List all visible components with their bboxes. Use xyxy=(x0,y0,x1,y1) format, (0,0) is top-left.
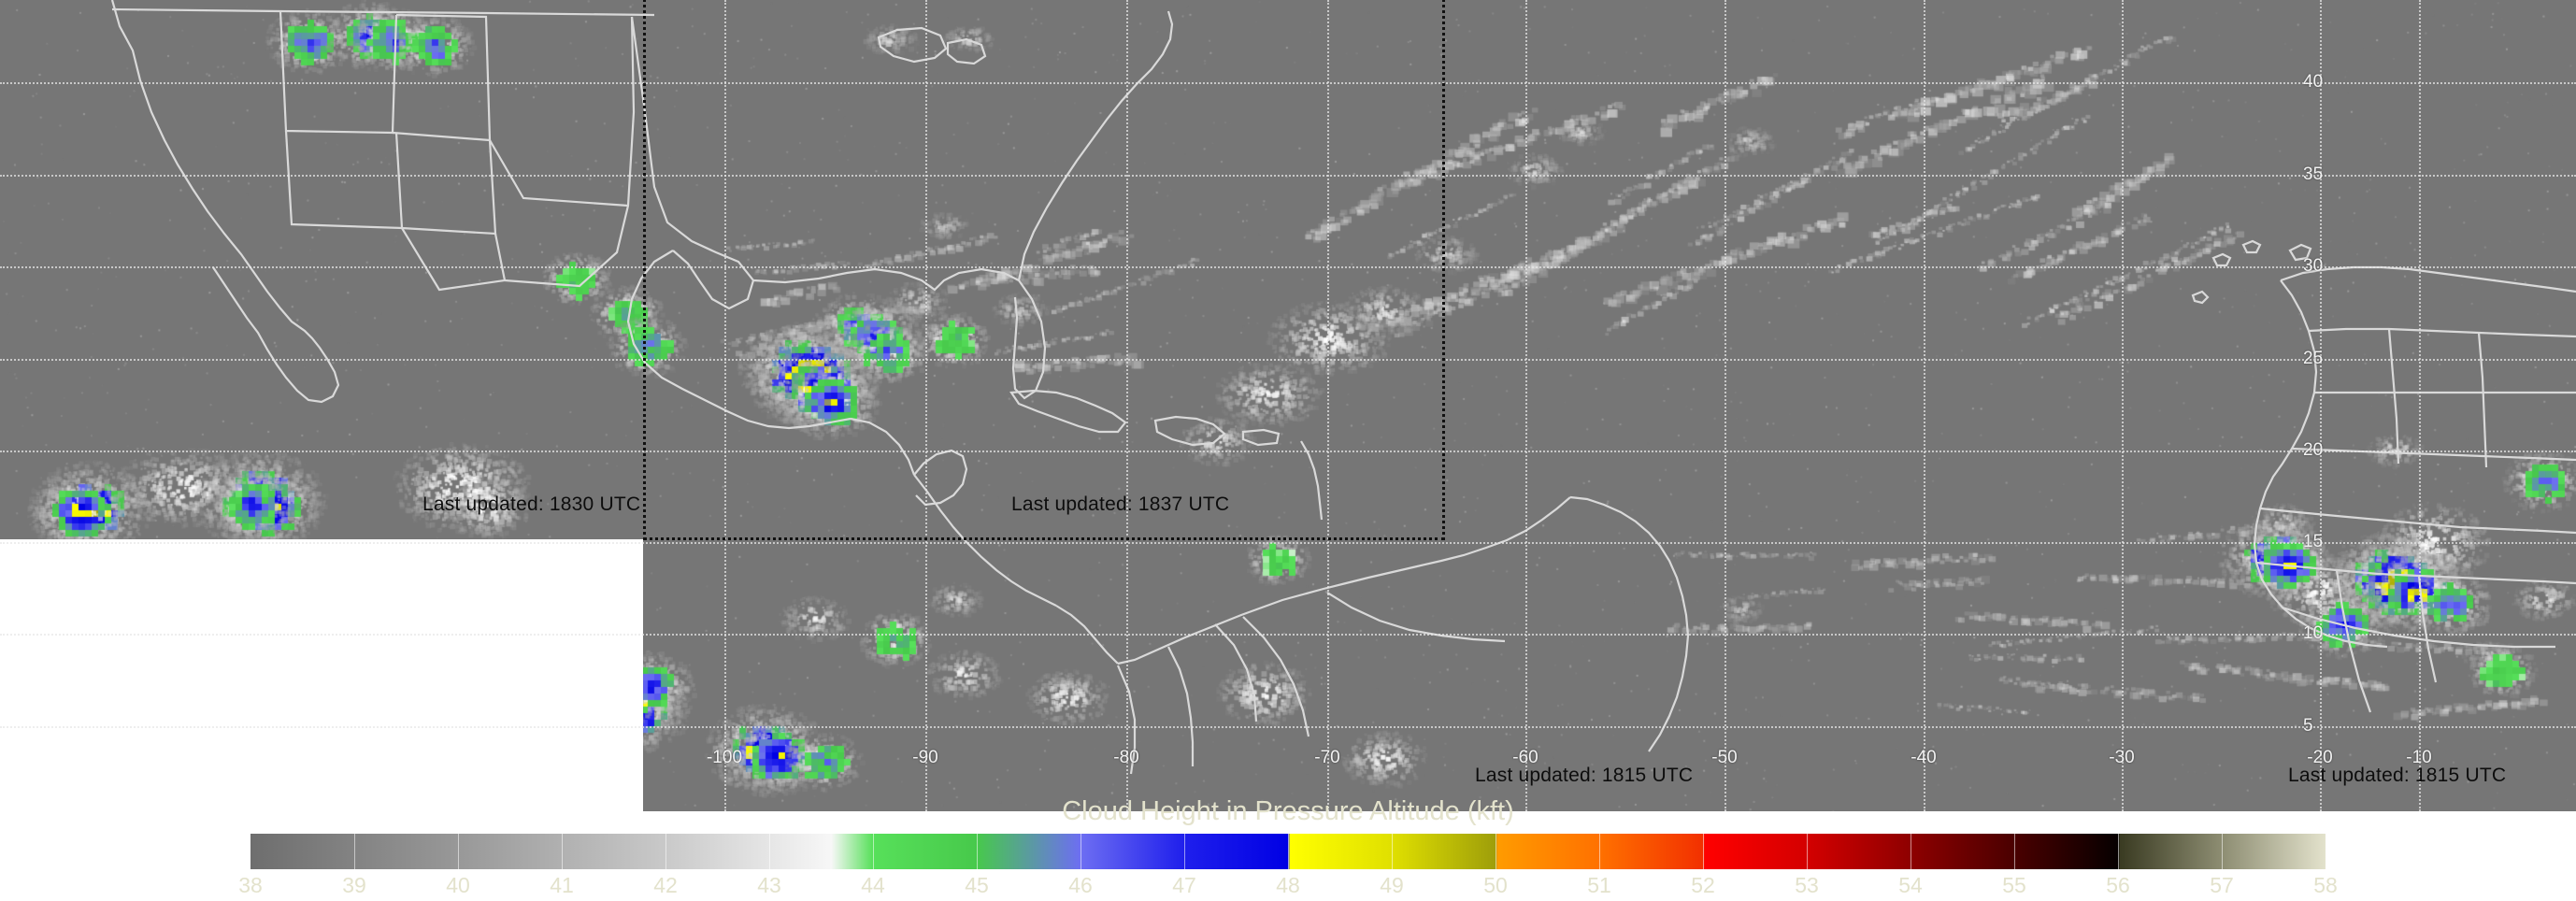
colorbar-tick-label: 45 xyxy=(965,873,989,897)
latitude-label: 30 xyxy=(2303,256,2324,276)
colorbar-tick xyxy=(1288,834,1289,869)
colorbar-tick-label: 39 xyxy=(342,873,366,897)
colorbar-tick-label: 57 xyxy=(2210,873,2234,897)
colorbar-tick-label: 47 xyxy=(1172,873,1196,897)
colorbar-tick-label: 43 xyxy=(757,873,781,897)
colorbar-tick-label: 54 xyxy=(1898,873,1923,897)
latitude-label: 15 xyxy=(2303,532,2324,551)
last-updated-label: Last updated: 1815 UTC xyxy=(2288,765,2507,786)
colorbar-tick-label: 52 xyxy=(1691,873,1715,897)
latitude-label: 25 xyxy=(2303,349,2324,368)
longitude-label: -40 xyxy=(1911,748,1937,767)
longitude-label: -30 xyxy=(2109,748,2135,767)
colorbar-tick-label: 41 xyxy=(550,873,574,897)
colorbar-tick xyxy=(458,834,459,869)
satellite-map[interactable]: -100 -90 -80 -70 -60 -50 -40 -30 -20 -10 40 35 30 25… xyxy=(0,0,2576,811)
latitude-label: 5 xyxy=(2303,716,2313,736)
colorbar-tick xyxy=(1599,834,1600,869)
colorbar-tick-label: 51 xyxy=(1587,873,1611,897)
colorbar-tick xyxy=(2014,834,2015,869)
colorbar-tick xyxy=(2118,834,2119,869)
colorbar-tick xyxy=(1807,834,1808,869)
latitude-label: 35 xyxy=(2303,164,2324,184)
colorbar-tick xyxy=(354,834,355,869)
longitude-label: -100 xyxy=(706,748,743,767)
last-updated-label: Last updated: 1815 UTC xyxy=(1475,765,1694,786)
latitude-label: 20 xyxy=(2303,440,2324,460)
colorbar-ticks xyxy=(250,834,2326,869)
colorbar-panel: Cloud Height in Pressure Altitude (kft) … xyxy=(0,796,2576,901)
longitude-label: -50 xyxy=(1711,748,1738,767)
colorbar-tick-label: 38 xyxy=(238,873,263,897)
colorbar-tick-label: 56 xyxy=(2106,873,2130,897)
colorbar-tick xyxy=(1703,834,1704,869)
colorbar-tick xyxy=(977,834,978,869)
colorbar-tick xyxy=(2222,834,2223,869)
colorbar-tick-label: 44 xyxy=(861,873,885,897)
colorbar-tick xyxy=(1080,834,1081,869)
colorbar[interactable] xyxy=(250,834,2326,869)
colorbar-tick xyxy=(665,834,666,869)
colorbar-title: Cloud Height in Pressure Altitude (kft) xyxy=(1062,796,1514,826)
no-data-region xyxy=(0,539,643,811)
colorbar-tick xyxy=(1184,834,1185,869)
colorbar-tick-label: 50 xyxy=(1483,873,1508,897)
colorbar-tick-label: 46 xyxy=(1068,873,1093,897)
longitude-label: -90 xyxy=(912,748,938,767)
latitude-label: 10 xyxy=(2303,623,2324,643)
longitude-label: -60 xyxy=(1512,748,1538,767)
colorbar-tick-label: 48 xyxy=(1276,873,1300,897)
colorbar-tick-label: 58 xyxy=(2313,873,2338,897)
longitude-label: -80 xyxy=(1113,748,1139,767)
colorbar-tick-label: 40 xyxy=(446,873,470,897)
colorbar-tick-label: 49 xyxy=(1380,873,1404,897)
last-updated-label: Last updated: 1837 UTC xyxy=(1011,493,1230,515)
last-updated-label: Last updated: 1830 UTC xyxy=(422,493,641,515)
longitude-label: -20 xyxy=(2307,748,2333,767)
colorbar-tick-label: 55 xyxy=(2002,873,2026,897)
colorbar-tick-labels: 38 39 40 41 42 43 44 45 46 47 48 49 50 51 52 53 54 55 56 57… xyxy=(238,873,2338,899)
longitude-label: -10 xyxy=(2406,748,2432,767)
latitude-label: 40 xyxy=(2303,72,2324,92)
colorbar-tick xyxy=(873,834,874,869)
colorbar-tick xyxy=(1392,834,1393,869)
longitude-label: -70 xyxy=(1314,748,1340,767)
colorbar-tick xyxy=(769,834,770,869)
colorbar-tick-label: 42 xyxy=(653,873,678,897)
colorbar-tick xyxy=(562,834,563,869)
colorbar-tick-label: 53 xyxy=(1795,873,1819,897)
